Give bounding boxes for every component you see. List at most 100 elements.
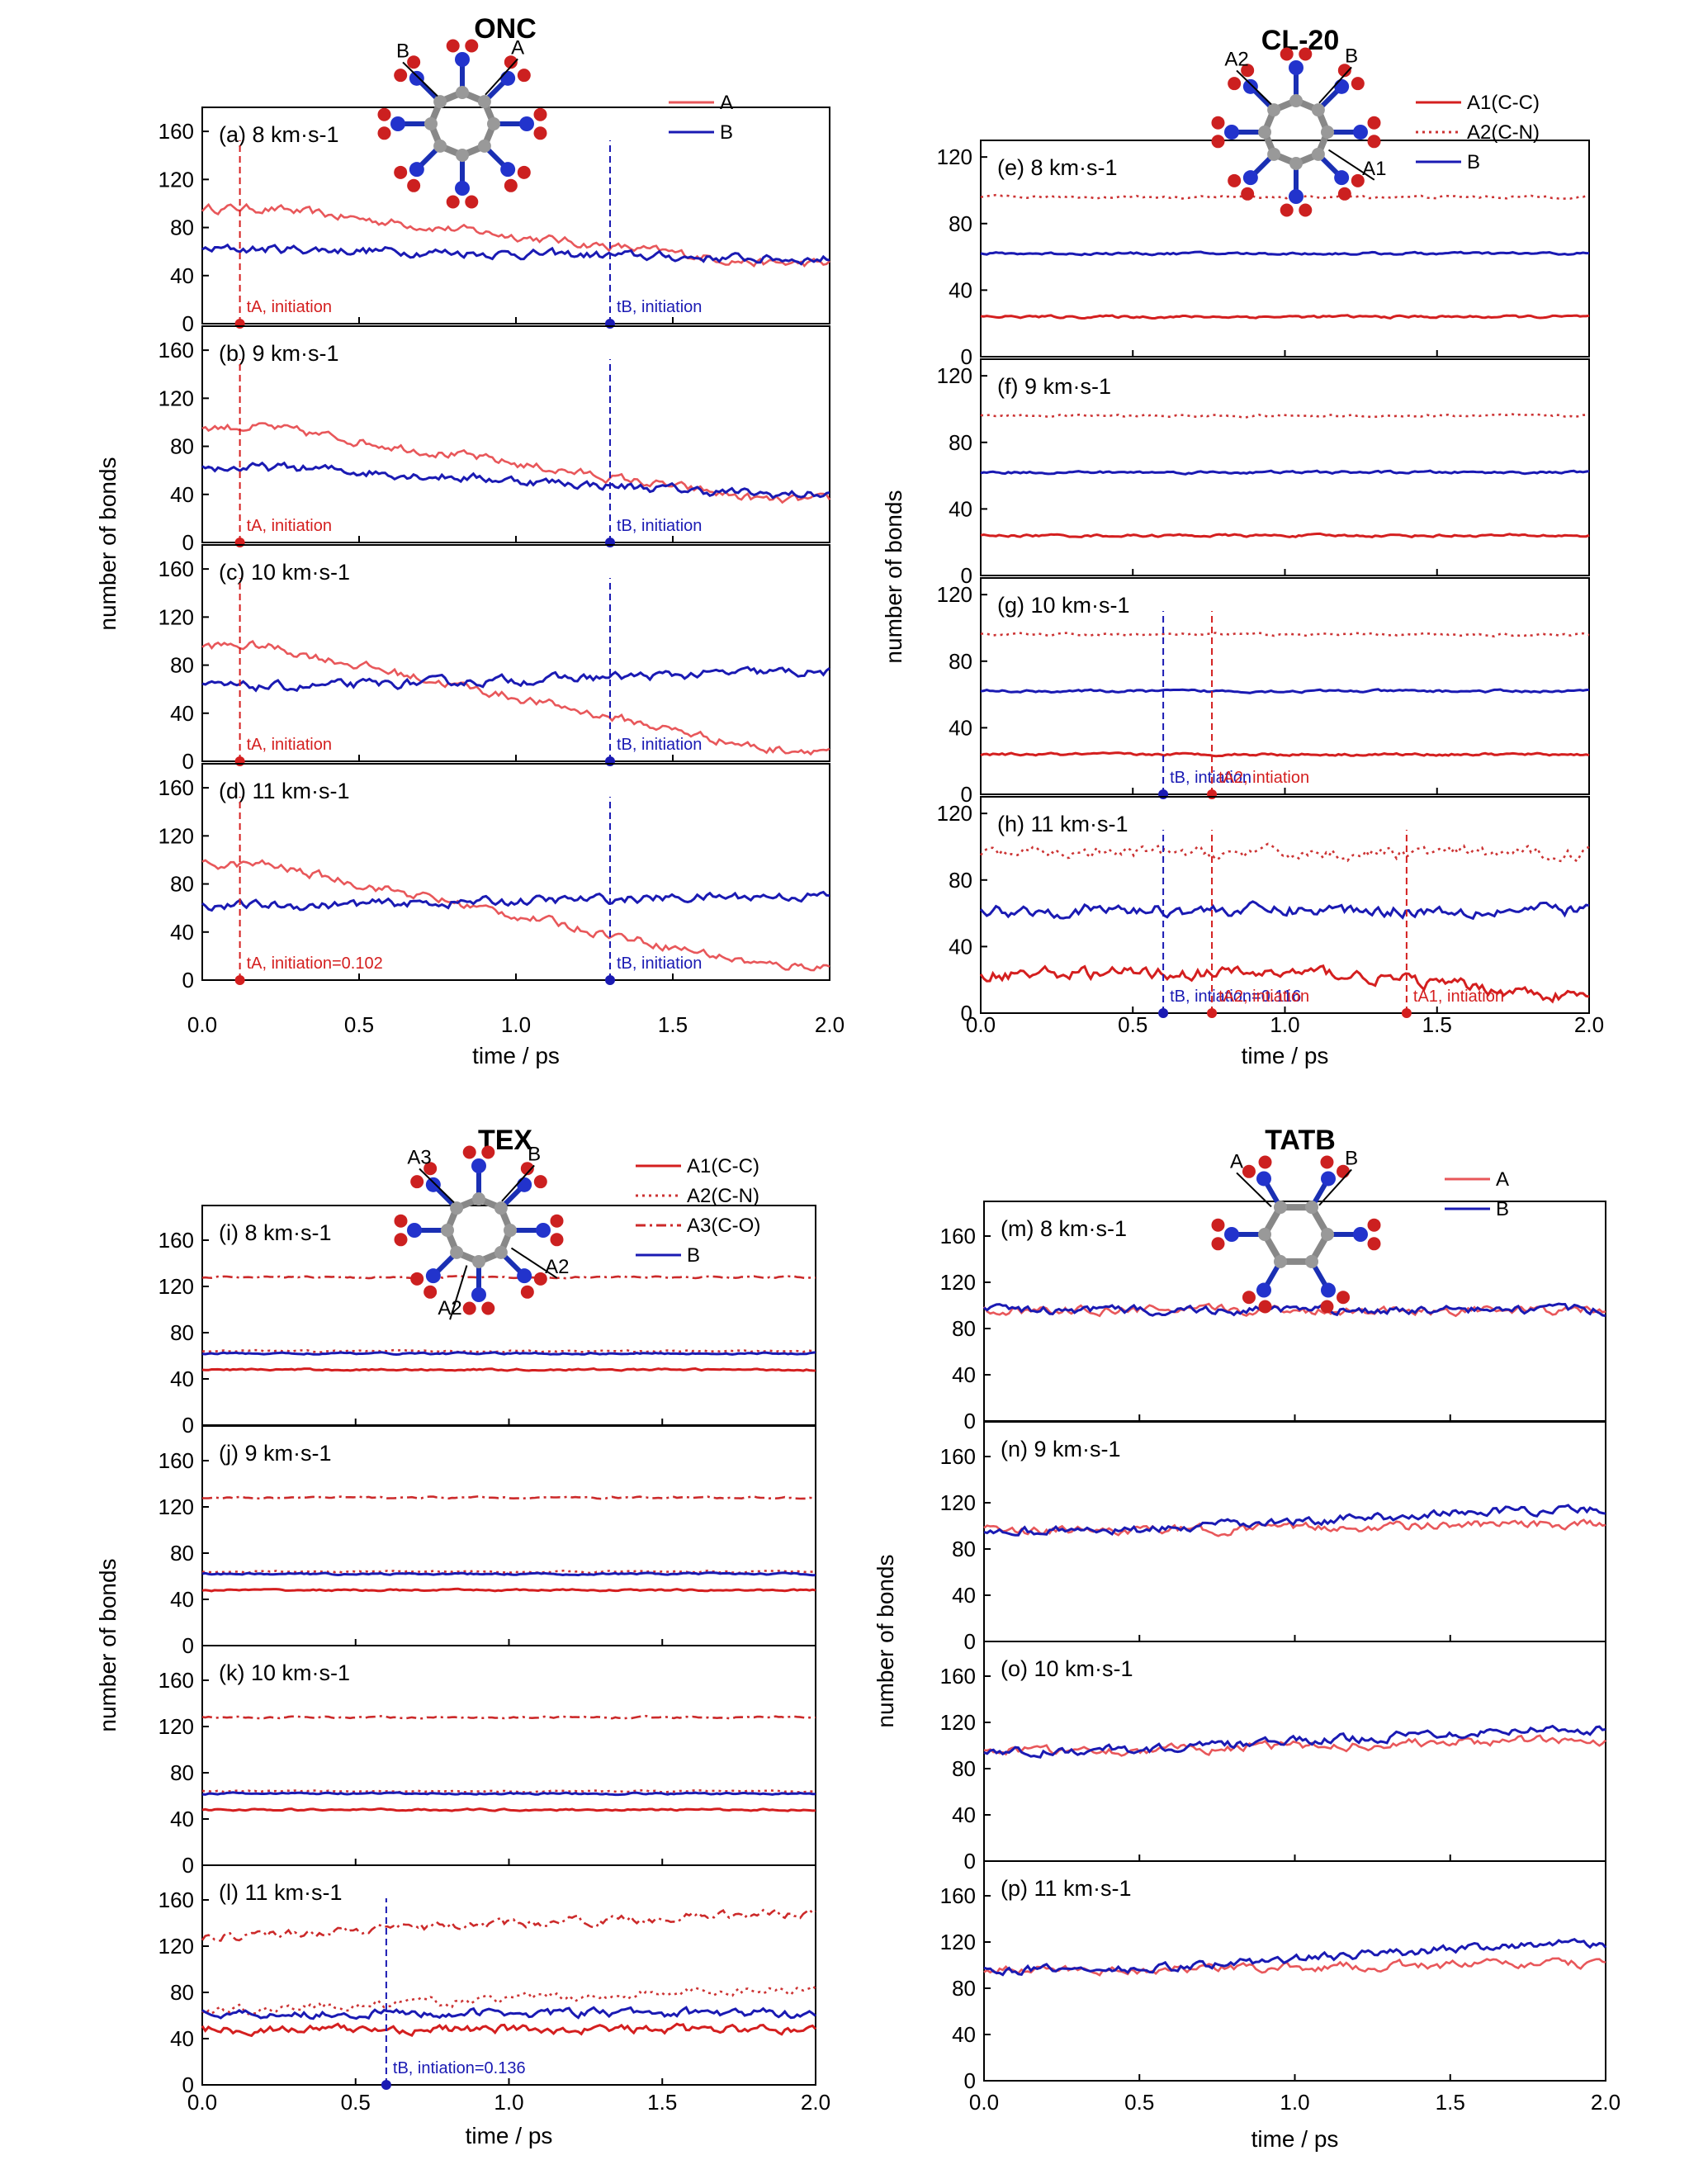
oxygen-atom <box>504 178 518 192</box>
panel-label: (g) 10 km·s-1 <box>997 593 1130 618</box>
initiation-label: tA1, intiation <box>1413 988 1504 1006</box>
panel-label: (l) 11 km·s-1 <box>219 1880 343 1905</box>
y-tick-label: 120 <box>940 1930 976 1954</box>
panel-f: 0 40 80 120 (f) 9 km·s-1 <box>937 358 1590 588</box>
oxygen-atom <box>465 195 479 209</box>
y-tick-label: 40 <box>952 2022 976 2047</box>
y-tick-label: 0 <box>182 1853 194 1878</box>
y-tick-label: 120 <box>158 1495 194 1519</box>
molecule-label: A2 <box>438 1297 461 1319</box>
oxygen-atom <box>1299 203 1313 217</box>
x-tick-label: 0.5 <box>341 2090 371 2115</box>
molecule-pointer <box>1236 69 1272 106</box>
carbon-atom <box>477 139 491 153</box>
carbon-atom <box>472 1255 485 1268</box>
x-axis-title: time / ps <box>1251 2126 1339 2152</box>
carbon-atom <box>456 149 469 162</box>
series-line-b <box>983 1938 1607 1977</box>
carbon-atom <box>1267 147 1281 161</box>
legend: AB <box>1445 1168 1509 1220</box>
carbon-atom <box>504 1224 517 1237</box>
x-axis-title: time / ps <box>472 1043 560 1068</box>
y-tick-label: 80 <box>170 1980 194 2005</box>
y-tick-label: 80 <box>170 434 194 459</box>
nitrogen-atom <box>536 1223 551 1238</box>
initiation-point <box>234 538 245 547</box>
legend-entry: B <box>720 121 733 144</box>
y-tick-label: 40 <box>170 263 194 288</box>
initiation-point <box>1207 1008 1218 1018</box>
y-tick-label: 0 <box>182 1413 194 1438</box>
nitrogen-atom <box>1224 1227 1239 1242</box>
carbon-atom <box>1311 147 1325 161</box>
y-tick-label: 0 <box>182 311 194 336</box>
oxygen-atom <box>1258 1300 1272 1314</box>
series-line-a2cn <box>201 1984 816 2016</box>
oxygen-atom <box>1351 77 1365 91</box>
nitrogen-atom <box>1321 1171 1336 1187</box>
y-tick-label: 40 <box>949 934 972 959</box>
initiation-point <box>1207 789 1218 799</box>
x-axis-title: time / ps <box>466 2123 553 2148</box>
oxygen-atom <box>1320 1155 1334 1169</box>
legend-entry: A3(C-O) <box>687 1215 760 1237</box>
x-tick-label: 2.0 <box>801 2090 830 2115</box>
panel-d: 0 40 80 120 160 (d) 11 km·s-1 tA, initiation=0… <box>158 763 830 992</box>
initiation-point <box>605 756 615 766</box>
y-tick-label: 80 <box>952 1976 976 2001</box>
molecule-diagram: A2 B A1 <box>1211 45 1386 217</box>
oxygen-atom <box>1367 116 1381 130</box>
nitrogen-atom <box>455 52 470 67</box>
y-tick-label: 120 <box>158 604 194 629</box>
y-tick-label: 80 <box>170 1541 194 1566</box>
x-tick-label: 0.0 <box>969 2090 999 2115</box>
x-axis-title: time / ps <box>1242 1043 1329 1068</box>
panel-e: 0 40 80 120 (e) 8 km·s-1 <box>937 140 1590 369</box>
panel-l: 0 40 80 120 160 (l) 11 km·s-1 tB, intiation=0.… <box>158 1864 817 2097</box>
oxygen-atom <box>423 1285 438 1299</box>
x-tick-label: 0.5 <box>1118 1012 1147 1037</box>
initiation-point <box>605 319 615 329</box>
legend: A1(C-C) A2(C-N) A3(C-O) B <box>636 1155 760 1267</box>
series-line-a1cc <box>201 2022 817 2038</box>
panel-label: (f) 9 km·s-1 <box>997 374 1111 399</box>
oxygen-atom <box>533 1272 547 1286</box>
oxygen-atom <box>533 107 547 121</box>
panel-label: (c) 10 km·s-1 <box>219 560 350 585</box>
molecule-label: B <box>1345 45 1358 67</box>
y-tick-label: 80 <box>949 211 972 236</box>
x-tick-label: 2.0 <box>1574 1012 1604 1037</box>
oxygen-atom <box>1280 203 1294 217</box>
y-tick-label: 160 <box>158 338 194 362</box>
y-tick-label: 80 <box>170 653 194 678</box>
oxygen-atom <box>394 1233 408 1247</box>
y-tick-label: 40 <box>170 920 194 945</box>
y-tick-label: 0 <box>182 2072 194 2097</box>
y-tick-label: 160 <box>158 1228 194 1253</box>
molecule-pointer <box>485 58 518 96</box>
nitrogen-atom <box>409 162 424 178</box>
series-line-a2cn <box>979 842 1590 864</box>
nitrogen-atom <box>1256 1171 1271 1187</box>
initiation-label: tA, initiation <box>247 298 332 316</box>
y-tick-label: 120 <box>158 167 194 192</box>
carbon-atom <box>1289 94 1303 107</box>
panel-a: 0 40 80 120 160 (a) 8 km·s-1 tA, initiation tB,… <box>158 107 830 336</box>
carbon-atom <box>494 1245 508 1259</box>
series-line-b <box>201 461 830 500</box>
carbon-atom <box>1267 103 1281 117</box>
initiation-point <box>1158 1008 1169 1018</box>
panel-label: (n) 9 km·s-1 <box>1001 1437 1121 1461</box>
series-line-a2cn <box>980 632 1590 638</box>
oxygen-atom <box>423 1162 438 1176</box>
oxygen-atom <box>533 126 547 140</box>
panel-c: 0 40 80 120 160 (c) 10 km·s-1 tA, initiation tB… <box>158 544 830 774</box>
series-line-a <box>983 1734 1606 1757</box>
initiation-point <box>1158 789 1169 799</box>
molecule-pointer <box>501 1164 535 1202</box>
carbon-atom <box>433 139 447 153</box>
oxygen-atom <box>1299 47 1313 61</box>
y-tick-label: 120 <box>158 823 194 848</box>
series-line-a3co <box>201 1495 816 1500</box>
